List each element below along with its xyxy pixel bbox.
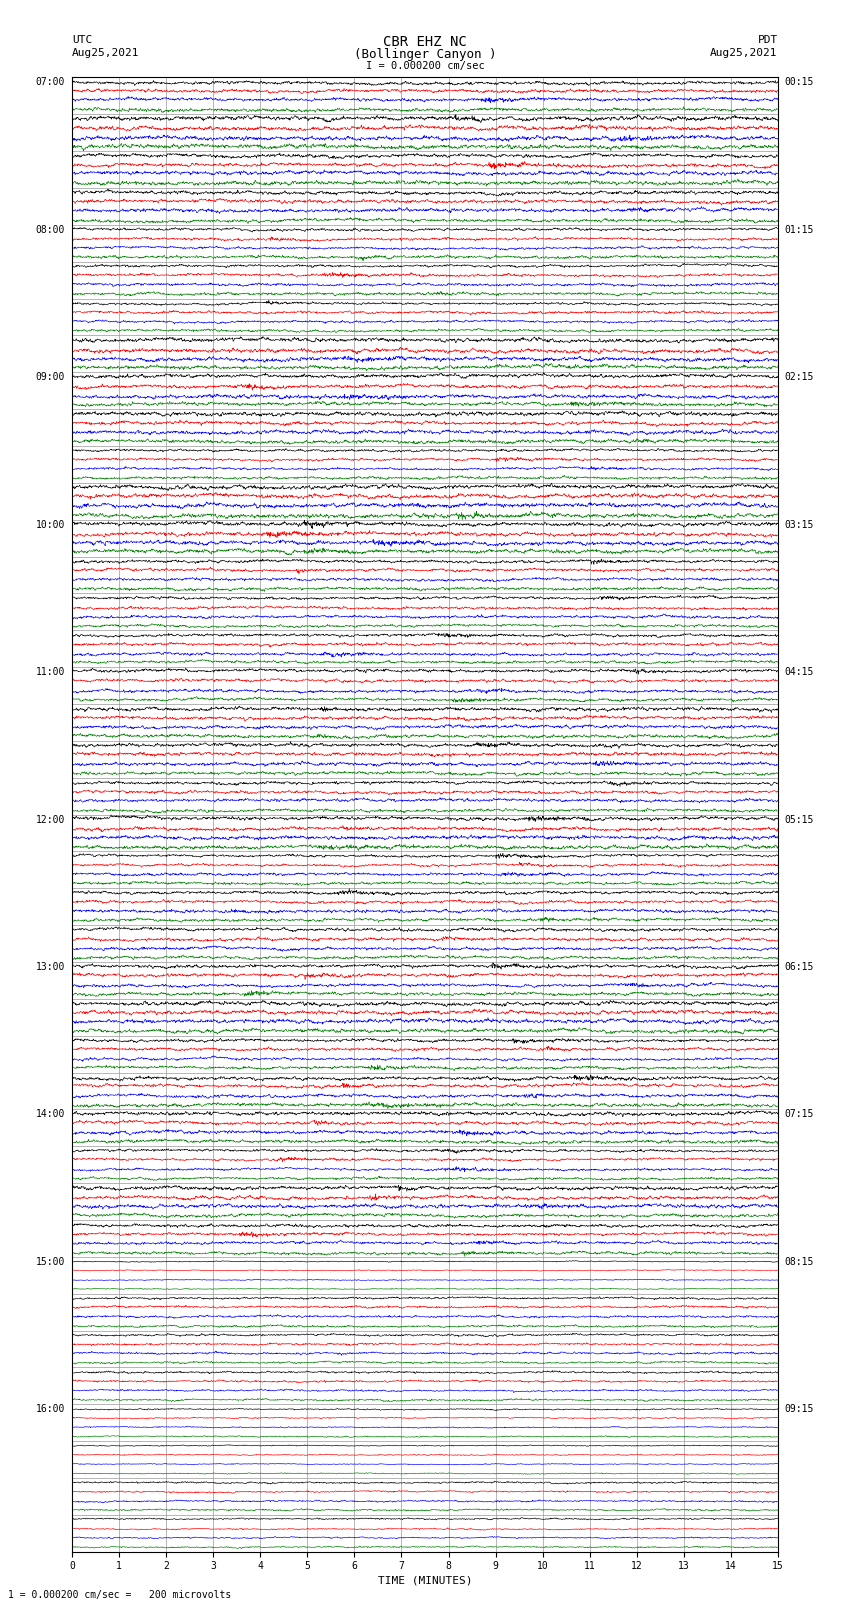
Text: 11:00: 11:00 [36,668,65,677]
Text: 06:15: 06:15 [785,961,814,973]
Text: 09:00: 09:00 [36,373,65,382]
Text: 07:00: 07:00 [36,77,65,87]
Text: 04:15: 04:15 [785,668,814,677]
Text: 01:15: 01:15 [785,224,814,235]
Text: 08:15: 08:15 [785,1257,814,1266]
Text: (Bollinger Canyon ): (Bollinger Canyon ) [354,48,496,61]
Text: Aug25,2021: Aug25,2021 [711,48,778,58]
Text: 1 = 0.000200 cm/sec =   200 microvolts: 1 = 0.000200 cm/sec = 200 microvolts [8,1590,232,1600]
Text: 16:00: 16:00 [36,1405,65,1415]
Text: Aug25,2021: Aug25,2021 [72,48,139,58]
Text: I = 0.000200 cm/sec: I = 0.000200 cm/sec [366,61,484,71]
Text: 07:15: 07:15 [785,1110,814,1119]
Text: 03:15: 03:15 [785,519,814,529]
Text: PDT: PDT [757,35,778,45]
Text: 02:15: 02:15 [785,373,814,382]
X-axis label: TIME (MINUTES): TIME (MINUTES) [377,1576,473,1586]
Text: 13:00: 13:00 [36,961,65,973]
Text: 14:00: 14:00 [36,1110,65,1119]
Text: 15:00: 15:00 [36,1257,65,1266]
Text: 08:00: 08:00 [36,224,65,235]
Text: 09:15: 09:15 [785,1405,814,1415]
Text: 00:15: 00:15 [785,77,814,87]
Text: UTC: UTC [72,35,93,45]
Text: 12:00: 12:00 [36,815,65,824]
Text: 10:00: 10:00 [36,519,65,529]
Text: 05:15: 05:15 [785,815,814,824]
Text: CBR EHZ NC: CBR EHZ NC [383,35,467,50]
